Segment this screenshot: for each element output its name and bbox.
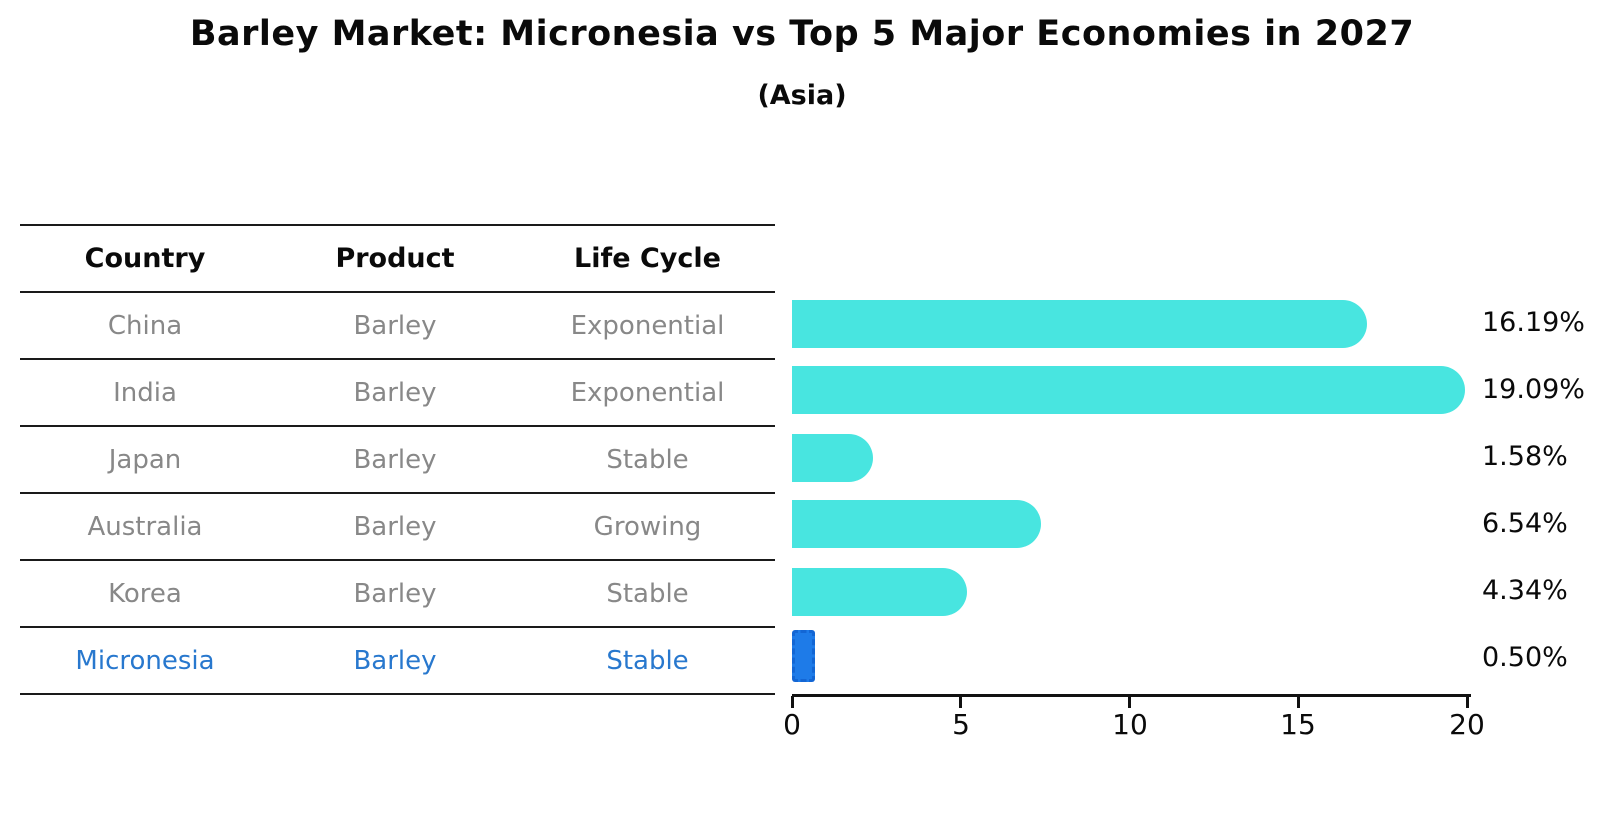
cell-product: Barley (353, 578, 437, 609)
header-life-cycle: Life Cycle (574, 243, 721, 274)
x-tick-label: 5 (952, 708, 970, 741)
cell-product: Barley (353, 310, 437, 341)
cell-life-cycle: Stable (606, 645, 689, 676)
table-row: Japan Barley Stable (20, 425, 775, 492)
table-header-row: Country Product Life Cycle (20, 224, 775, 291)
value-label-korea: 4.34% (1482, 575, 1568, 606)
cell-life-cycle: Stable (606, 444, 689, 475)
table-row: Australia Barley Growing (20, 492, 775, 559)
x-tick-mark (791, 696, 794, 708)
x-tick-mark (1128, 696, 1131, 708)
header-product: Product (335, 243, 455, 274)
bar-india (792, 366, 1465, 414)
value-label-micronesia: 0.50% (1482, 642, 1568, 673)
bar-korea (792, 568, 967, 616)
chart-subtitle: (Asia) (757, 80, 847, 111)
chart-title: Barley Market: Micronesia vs Top 5 Major… (189, 14, 1415, 54)
cell-country: India (113, 377, 177, 408)
cell-product: Barley (353, 511, 437, 542)
value-label-india: 19.09% (1482, 374, 1585, 405)
table-row: China Barley Exponential (20, 291, 775, 358)
cell-life-cycle: Exponential (570, 310, 725, 341)
table-row: India Barley Exponential (20, 358, 775, 425)
cell-country: China (107, 310, 183, 341)
table-row-micronesia-highlight: Micronesia Barley Stable (20, 626, 775, 693)
cell-country: Australia (87, 511, 203, 542)
cell-life-cycle: Exponential (570, 377, 725, 408)
bar-australia (792, 500, 1041, 548)
header-country: Country (84, 243, 206, 274)
value-label-japan: 1.58% (1482, 441, 1568, 472)
cell-product: Barley (353, 645, 437, 676)
value-label-china: 16.19% (1482, 307, 1585, 338)
x-tick-mark (959, 696, 962, 708)
cell-life-cycle: Growing (593, 511, 702, 542)
cell-product: Barley (353, 377, 437, 408)
cell-life-cycle: Stable (606, 578, 689, 609)
x-tick-label: 10 (1112, 708, 1148, 741)
x-tick-label: 15 (1280, 708, 1316, 741)
bar-japan (792, 434, 873, 482)
bar-china (792, 300, 1367, 348)
x-tick-mark (1466, 696, 1469, 708)
cell-country: Japan (108, 444, 182, 475)
x-tick-mark (1297, 696, 1300, 708)
bar-micronesia (792, 630, 815, 682)
x-tick-label: 20 (1449, 708, 1485, 741)
x-tick-label: 0 (783, 708, 801, 741)
table-row: Korea Barley Stable (20, 559, 775, 626)
cell-country: Korea (108, 578, 182, 609)
cell-country: Micronesia (75, 645, 215, 676)
cell-product: Barley (353, 444, 437, 475)
value-label-australia: 6.54% (1482, 508, 1568, 539)
country-table: Country Product Life Cycle China Barley … (20, 224, 775, 695)
x-axis-line (792, 694, 1471, 697)
